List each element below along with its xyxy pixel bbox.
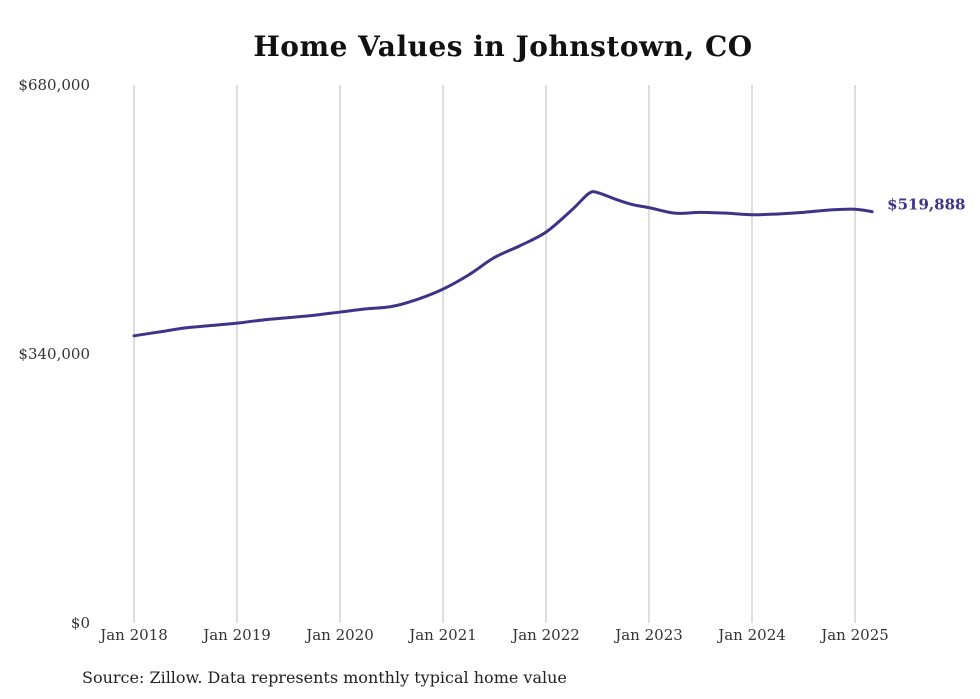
x-tick-label: Jan 2025	[819, 626, 889, 644]
x-tick-label: Jan 2019	[201, 626, 271, 644]
y-tick-label: $0	[71, 614, 90, 632]
end-value-label: $519,888	[887, 196, 965, 214]
x-tick-label: Jan 2021	[407, 626, 477, 644]
x-axis: Jan 2018 Jan 2019 Jan 2020 Jan 2021 Jan 2022…	[98, 626, 889, 644]
x-tick-label: Jan 2020	[304, 626, 374, 644]
chart-title: Home Values in Johnstown, CO	[253, 30, 753, 63]
series-line	[132, 190, 874, 338]
x-tick-label: Jan 2022	[510, 626, 580, 644]
y-axis: $0 $340,000 $680,000	[18, 76, 90, 632]
series-layer: $519,888	[132, 190, 965, 338]
source-note: Source: Zillow. Data represents monthly …	[82, 668, 567, 687]
y-tick-label: $680,000	[18, 76, 90, 94]
x-tick-label: Jan 2024	[716, 626, 786, 644]
y-tick-label: $340,000	[18, 345, 90, 363]
gridlines	[133, 85, 856, 623]
x-tick-label: Jan 2018	[98, 626, 168, 644]
x-tick-label: Jan 2023	[613, 626, 683, 644]
